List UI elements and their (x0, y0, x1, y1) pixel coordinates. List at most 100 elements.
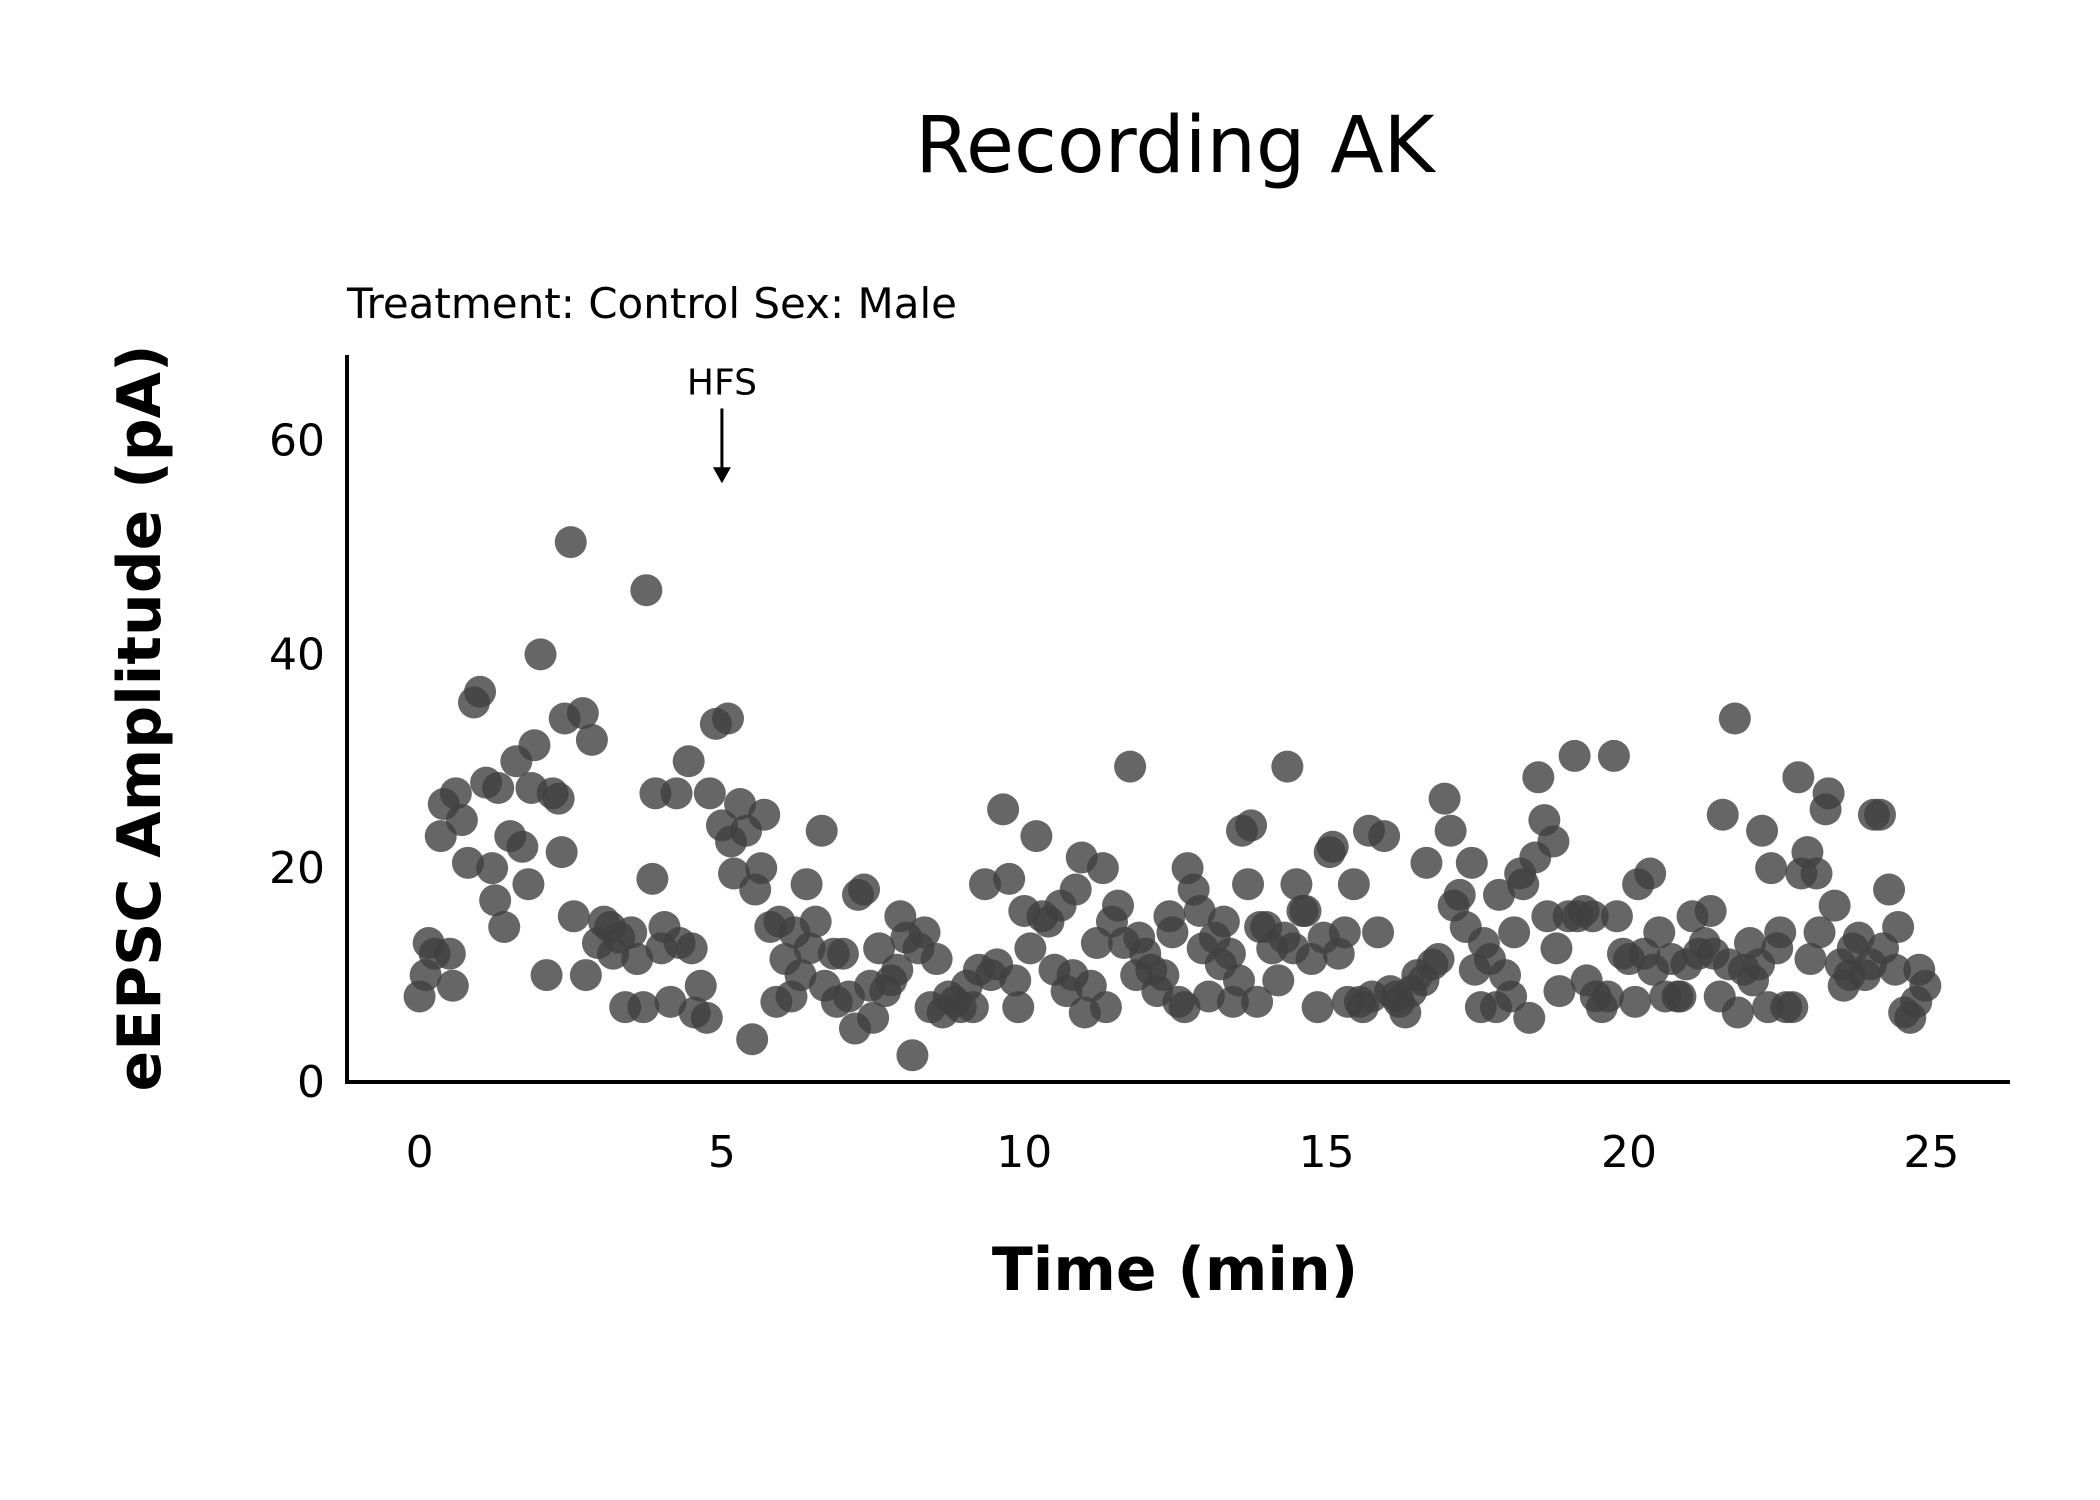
data-point (1746, 814, 1779, 847)
data-point (1664, 980, 1697, 1013)
data-point (784, 959, 817, 992)
data-point (569, 959, 602, 992)
data-point (1909, 969, 1942, 1002)
data-point (1271, 750, 1304, 783)
data-point (1213, 937, 1246, 970)
data-point (445, 804, 478, 837)
data-point (1818, 889, 1851, 922)
data-point (575, 723, 608, 756)
data-point (1235, 809, 1268, 842)
annotation-arrow-head (712, 467, 731, 484)
x-tick-label: 20 (1601, 1127, 1657, 1178)
data-point (554, 526, 587, 559)
data-point (1232, 868, 1265, 901)
data-point (1513, 1001, 1546, 1034)
data-point (1337, 868, 1370, 901)
data-point (805, 814, 838, 847)
data-point (745, 852, 778, 885)
data-point (512, 868, 545, 901)
data-point (439, 777, 472, 810)
data-point (1443, 878, 1476, 911)
data-point (1168, 991, 1201, 1024)
data-point (1495, 980, 1528, 1013)
data-point (506, 830, 539, 863)
data-point (1428, 782, 1461, 815)
data-point (1597, 739, 1630, 772)
data-point (1014, 932, 1047, 965)
data-point (1280, 868, 1313, 901)
y-tick-label: 0 (297, 1057, 325, 1108)
data-point (1498, 916, 1531, 949)
data-point (1634, 857, 1667, 890)
data-point (1102, 889, 1135, 922)
data-point (857, 1001, 890, 1034)
data-point (451, 846, 484, 879)
data-point (1619, 985, 1652, 1018)
data-point (1794, 943, 1827, 976)
data-point (636, 862, 669, 895)
data-point (1059, 873, 1092, 906)
data-point (693, 777, 726, 810)
data-point (790, 868, 823, 901)
data-point (1328, 916, 1361, 949)
data-point (557, 900, 590, 933)
data-point (1776, 991, 1809, 1024)
data-point (793, 932, 826, 965)
data-point (690, 1001, 723, 1034)
y-tick-label: 40 (269, 629, 325, 680)
y-tick-label: 60 (269, 416, 325, 467)
data-point (1368, 820, 1401, 853)
data-point (566, 697, 599, 730)
x-tick-label: 25 (1903, 1127, 1959, 1178)
data-point (630, 574, 663, 607)
data-point (654, 985, 687, 1018)
data-point (1262, 964, 1295, 997)
data-point (1434, 814, 1467, 847)
annotation-label: HFS (687, 362, 757, 403)
data-point (1483, 878, 1516, 911)
data-point (968, 868, 1001, 901)
y-axis-title: eEPSC Amplitude (pA) (105, 345, 175, 1092)
data-point (1800, 857, 1833, 890)
data-point (1576, 900, 1609, 933)
data-point (1222, 964, 1255, 997)
data-point (993, 862, 1026, 895)
data-point (627, 991, 660, 1024)
x-tick-label: 5 (708, 1127, 736, 1178)
data-point (1812, 777, 1845, 810)
x-axis-title: Time (min) (992, 1235, 1358, 1305)
data-point (1422, 943, 1455, 976)
data-point (660, 777, 693, 810)
data-point (1558, 739, 1591, 772)
y-tick-label: 20 (269, 843, 325, 894)
data-point (724, 788, 757, 821)
data-point (1241, 985, 1274, 1018)
data-point (1721, 996, 1754, 1029)
data-point (848, 873, 881, 906)
data-point (621, 943, 654, 976)
x-tick-label: 0 (406, 1127, 434, 1178)
data-point (1755, 852, 1788, 885)
data-point (1540, 932, 1573, 965)
data-point (482, 771, 515, 804)
data-point (1301, 991, 1334, 1024)
data-point (1522, 761, 1555, 794)
data-point (896, 1039, 929, 1072)
data-point (736, 1023, 769, 1056)
data-point (672, 745, 705, 778)
data-point (1782, 761, 1815, 794)
data-point (1764, 916, 1797, 949)
data-point (799, 905, 832, 938)
data-point (863, 932, 896, 965)
data-point (1362, 916, 1395, 949)
data-point (479, 884, 512, 917)
data-point (518, 729, 551, 762)
data-point (1842, 921, 1875, 954)
data-point (1863, 798, 1896, 831)
data-point (1873, 873, 1906, 906)
data-point (1410, 846, 1443, 879)
data-point (1718, 702, 1751, 735)
chart-title: Recording AK (915, 101, 1436, 191)
x-tick-label: 15 (1299, 1127, 1355, 1178)
